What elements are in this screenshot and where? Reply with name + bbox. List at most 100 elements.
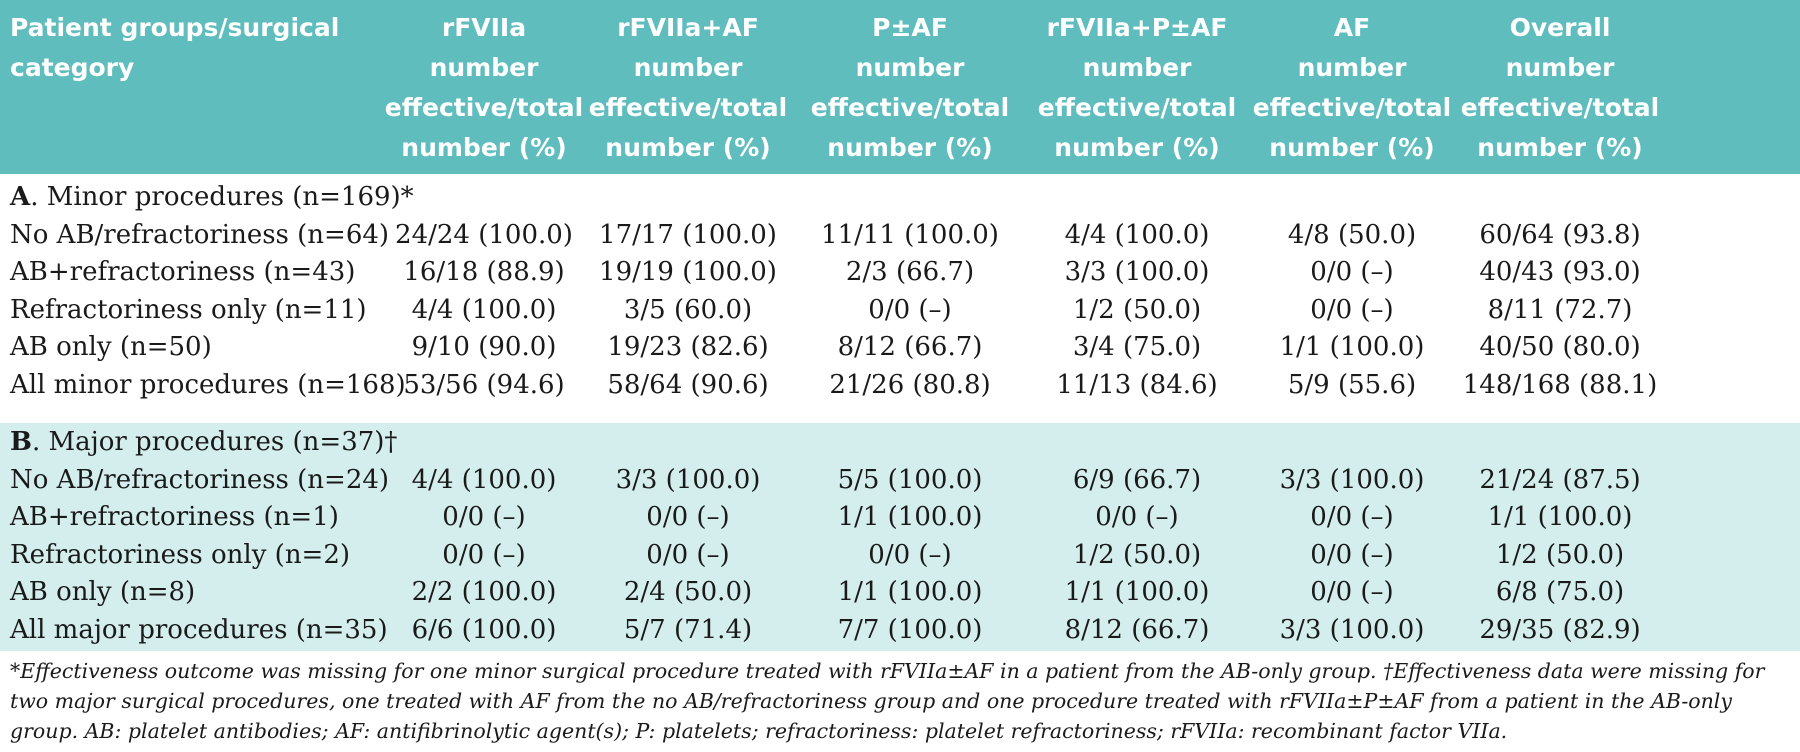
header-line: number — [1082, 53, 1192, 82]
table-cell: 16/18 (88.9) — [403, 257, 565, 287]
table-cell: 3/3 (100.0) — [1064, 257, 1210, 287]
table-cell: 8/12 (66.7) — [1064, 614, 1210, 645]
header-p-af: P±AF number effective/total number (%) — [810, 8, 1010, 168]
header-line: number — [633, 53, 743, 82]
row-label: No AB/refractoriness (n=24) — [10, 464, 390, 495]
table-cell: 0/0 (–) — [1310, 539, 1394, 570]
header-line: rFVIIa+P±AF — [1046, 13, 1228, 42]
table-cell: 1/2 (50.0) — [1495, 539, 1625, 570]
table-cell: 0/0 (–) — [868, 539, 952, 570]
table-cell: 6/6 (100.0) — [411, 614, 557, 645]
section-b-background — [0, 423, 1800, 651]
header-line: number — [1505, 53, 1615, 82]
table-row: Refractoriness only (n=11) 4/4 (100.0) 3/5… — [0, 292, 1800, 329]
table-cell: 19/23 (82.6) — [607, 332, 769, 362]
table-cell: 4/4 (100.0) — [411, 294, 557, 325]
table-cell: 0/0 (–) — [1310, 257, 1394, 287]
header-line: rFVIIa — [441, 13, 527, 42]
table-cell: 60/64 (93.8) — [1479, 219, 1641, 250]
table-header: Patient groups/surgical category rFVIIa … — [0, 0, 1800, 174]
table-cell: 0/0 (–) — [1095, 502, 1179, 532]
table-cell: 11/13 (84.6) — [1056, 369, 1218, 400]
row-label: AB only (n=50) — [10, 332, 212, 362]
table-cell: 58/64 (90.6) — [607, 369, 769, 400]
table-cell: 4/4 (100.0) — [411, 464, 557, 495]
header-line: number (%) — [605, 133, 771, 162]
table-cell: 0/0 (–) — [646, 539, 730, 570]
table-row: All minor procedures (n=168) 53/56 (94.6)… — [0, 367, 1800, 404]
table-cell: 5/5 (100.0) — [837, 464, 983, 495]
table-cell: 6/8 (75.0) — [1495, 577, 1625, 607]
table-cell: 17/17 (100.0) — [599, 219, 777, 250]
header-line: rFVIIa+AF — [617, 13, 759, 42]
table-cell: 1/2 (50.0) — [1072, 539, 1202, 570]
table-cell: 0/0 (–) — [868, 294, 952, 325]
table-footnote: *Effectiveness outcome was missing for o… — [10, 659, 1765, 743]
table-cell: 3/4 (75.0) — [1072, 332, 1202, 362]
header-line: number — [429, 53, 539, 82]
table-cell: 53/56 (94.6) — [403, 369, 565, 400]
row-label: All major procedures (n=35) — [10, 614, 388, 645]
header-line: AF — [1333, 13, 1371, 42]
table-row: AB only (n=50) 9/10 (90.0) 19/23 (82.6) 8/1… — [0, 329, 1800, 366]
table-cell: 0/0 (–) — [442, 502, 526, 532]
header-line: number — [1297, 53, 1407, 82]
table-cell: 7/7 (100.0) — [837, 614, 983, 645]
header-line: category — [10, 53, 135, 82]
table-row: AB only (n=8) 2/2 (100.0) 2/4 (50.0) 1/1 (1… — [0, 574, 1800, 611]
header-line: number (%) — [827, 133, 993, 162]
table-row: Refractoriness only (n=2) 0/0 (–) 0/0 (–) 0… — [0, 537, 1800, 574]
table-cell: 19/19 (100.0) — [599, 257, 777, 287]
header-patient-groups: Patient groups/surgical category — [10, 8, 339, 88]
header-line: number — [855, 53, 965, 82]
table-cell: 2/2 (100.0) — [411, 577, 557, 607]
table-cell: 29/35 (82.9) — [1479, 614, 1641, 645]
header-af: AF number effective/total number (%) — [1252, 8, 1452, 168]
table-cell: 40/50 (80.0) — [1479, 332, 1641, 362]
section-letter: B — [10, 427, 32, 457]
table-cell: 148/168 (88.1) — [1462, 369, 1658, 400]
table-cell: 8/12 (66.7) — [837, 332, 983, 362]
table-cell: 5/9 (55.6) — [1287, 369, 1417, 400]
section-label: . Major procedures (n=37)† — [31, 427, 398, 457]
table-cell: 2/3 (66.7) — [845, 257, 975, 287]
header-overall: Overall number effective/total number (%… — [1460, 8, 1660, 168]
section-a-title: A. Minor procedures (n=169)* — [0, 179, 1800, 216]
table-cell: 11/11 (100.0) — [821, 219, 999, 250]
row-label: No AB/refractoriness (n=64) — [10, 219, 390, 250]
table-cell: 5/7 (71.4) — [623, 614, 753, 645]
table-cell: 3/3 (100.0) — [1279, 464, 1425, 495]
table-row: No AB/refractoriness (n=64) 24/24 (100.0)… — [0, 217, 1800, 254]
table-row: No AB/refractoriness (n=24) 4/4 (100.0) 3/… — [0, 462, 1800, 499]
table-cell: 1/1 (100.0) — [1064, 577, 1210, 607]
section-b-title: B. Major procedures (n=37)† — [0, 424, 1800, 461]
row-label: AB+refractoriness (n=43) — [10, 257, 356, 287]
table-cell: 40/43 (93.0) — [1479, 257, 1641, 287]
table-cell: 0/0 (–) — [442, 539, 526, 570]
table-cell: 8/11 (72.7) — [1487, 294, 1633, 325]
table-cell: 3/5 (60.0) — [623, 294, 753, 325]
table-cell: 21/26 (80.8) — [829, 369, 991, 400]
table-cell: 0/0 (–) — [1310, 577, 1394, 607]
table-cell: 1/2 (50.0) — [1072, 294, 1202, 325]
table-cell: 0/0 (–) — [1310, 502, 1394, 532]
row-label: All minor procedures (n=168) — [10, 369, 406, 400]
table-cell: 2/4 (50.0) — [623, 577, 753, 607]
table-row: AB+refractoriness (n=43) 16/18 (88.9) 19/1… — [0, 254, 1800, 291]
header-line: P±AF — [872, 13, 948, 42]
header-line: Patient groups/surgical — [10, 13, 340, 42]
header-line: effective/total — [1460, 93, 1660, 122]
table-cell: 6/9 (66.7) — [1072, 464, 1202, 495]
table-cell: 21/24 (87.5) — [1479, 464, 1641, 495]
table-cell: 4/8 (50.0) — [1287, 219, 1417, 250]
table-cell: 1/1 (100.0) — [837, 577, 983, 607]
table-cell: 0/0 (–) — [1310, 294, 1394, 325]
table-cell: 1/1 (100.0) — [1487, 502, 1633, 532]
table-cell: 3/3 (100.0) — [615, 464, 761, 495]
header-line: number (%) — [401, 133, 567, 162]
section-label: . Minor procedures (n=169)* — [30, 182, 414, 212]
table-cell: 24/24 (100.0) — [395, 219, 573, 250]
header-line: effective/total — [384, 93, 584, 122]
table-row: AB+refractoriness (n=1) 0/0 (–) 0/0 (–) 1/1… — [0, 499, 1800, 536]
table-cell: 0/0 (–) — [646, 502, 730, 532]
